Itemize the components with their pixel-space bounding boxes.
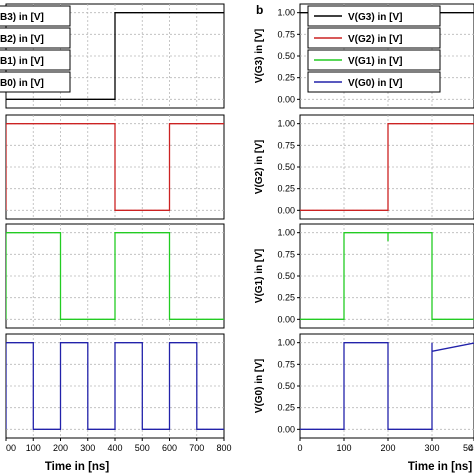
y-tick-label: 0.00: [277, 94, 295, 104]
legend-entry: B1) in [V]: [0, 56, 44, 67]
x-tick-label: 50: [463, 443, 473, 453]
series-line: [6, 12, 224, 100]
y-tick-label: 1.00: [277, 8, 295, 18]
series-line: [300, 123, 474, 211]
plot-frame: [299, 114, 474, 220]
plot-frame: [299, 333, 474, 439]
x-tick-label: 400: [468, 443, 474, 453]
legend-entry: B0) in [V]: [0, 78, 44, 89]
x-tick-label: 100: [336, 443, 351, 453]
x-tick-label: 600: [162, 443, 177, 453]
subplot-1-3: 0.00 0.25 0.50 0.75 1.00 V(G0) in [V]: [254, 333, 474, 439]
y-tick-label: 0.25: [277, 73, 295, 83]
y-tick-label: 0.75: [277, 140, 295, 150]
x-tick-label: 700: [189, 443, 204, 453]
legend: V(G3) in [V] V(G2) in [V] V(G1) in [V] V(G0…: [307, 5, 441, 93]
chart-panel-0: B3) in [V] B2) in [V] B1) in [V] B0) in [V]…: [0, 3, 232, 473]
y-tick-label: 0.00: [277, 205, 295, 215]
legend-box: [0, 5, 71, 27]
x-tick-label: 300: [80, 443, 95, 453]
y-tick-label: 0.75: [277, 249, 295, 259]
y-tick-label: 0.00: [277, 314, 295, 324]
y-tick-label: 0.75: [277, 359, 295, 369]
legend-entry: V(G3) in [V]: [348, 12, 402, 23]
series-line: [300, 232, 474, 320]
x-tick-label: 300: [424, 443, 439, 453]
series-line: [6, 342, 224, 430]
legend-entry: B3) in [V]: [0, 12, 44, 23]
y-tick-label: 0.50: [277, 51, 295, 61]
subplot-0-1: [5, 114, 225, 220]
panel-label: b: [256, 3, 263, 17]
y-tick-label: 0.50: [277, 381, 295, 391]
legend-box: [307, 5, 441, 27]
legend-entry: V(G2) in [V]: [348, 34, 402, 45]
legend-box: [0, 27, 71, 49]
x-axis-label: Time in [ns]: [408, 461, 472, 473]
subplot-0-0: B3) in [V] B2) in [V] B1) in [V] B0) in [V]: [0, 3, 225, 109]
series-line: [300, 342, 474, 430]
chart-panel-1: 0.000.250.500.751.00V(G3) in [V]V(G3) in…: [254, 3, 474, 473]
subplot-0-2: [5, 223, 225, 329]
x-tick-label: 400: [107, 443, 122, 453]
y-tick-label: 0.25: [277, 403, 295, 413]
x-tick-label: 500: [135, 443, 150, 453]
y-axis-label: V(G1) in [V]: [254, 249, 265, 303]
legend-entry: V(G1) in [V]: [348, 56, 402, 67]
subplot-1-2: 0.00 0.25 0.50 0.75 1.00 V(G1) in [V]: [254, 223, 474, 329]
y-tick-label: 1.00: [277, 228, 295, 238]
subplot-1-0: 0.000.250.500.751.00V(G3) in [V]V(G3) in…: [254, 3, 474, 109]
subplot-0-3: [5, 333, 225, 439]
x-tick-label: 00: [6, 443, 16, 453]
x-tick-label: 800: [216, 443, 231, 453]
series-line: [6, 123, 224, 211]
x-axis-label: Time in [ns]: [45, 461, 109, 473]
legend-box: [307, 27, 441, 49]
y-axis-label: V(G3) in [V]: [254, 29, 265, 83]
y-tick-label: 0.50: [277, 271, 295, 281]
x-tick-label: 200: [53, 443, 68, 453]
legend-entry: V(G0) in [V]: [348, 78, 402, 89]
y-tick-label: 1.00: [277, 338, 295, 348]
x-tick-label: 100: [26, 443, 41, 453]
legend-entry: B2) in [V]: [0, 34, 44, 45]
legend-box: [307, 71, 441, 93]
legend-box: [0, 71, 71, 93]
y-tick-label: 0.25: [277, 184, 295, 194]
y-tick-label: 1.00: [277, 119, 295, 129]
y-tick-label: 0.50: [277, 162, 295, 172]
y-tick-label: 0.25: [277, 293, 295, 303]
legend: B3) in [V] B2) in [V] B1) in [V] B0) in [V]: [0, 5, 71, 93]
subplot-1-1: 0.00 0.25 0.50 0.75 1.00 V(G2) in [V]: [254, 114, 474, 220]
x-tick-label: 200: [380, 443, 395, 453]
legend-box: [307, 49, 441, 71]
x-tick-label: 0: [297, 443, 302, 453]
series-line: [6, 232, 224, 320]
y-tick-label: 0.00: [277, 424, 295, 434]
legend-box: [0, 49, 71, 71]
y-axis-label: V(G0) in [V]: [254, 359, 265, 413]
y-axis-label: V(G2) in [V]: [254, 140, 265, 194]
y-tick-label: 0.75: [277, 29, 295, 39]
plot-frame: [299, 223, 474, 329]
